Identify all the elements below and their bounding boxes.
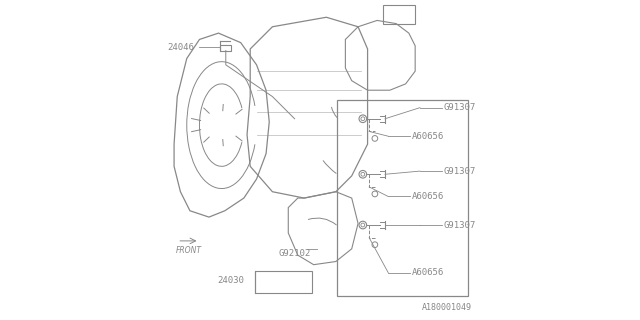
Text: A60656: A60656: [412, 132, 444, 141]
Text: G91307: G91307: [443, 167, 476, 176]
Text: 24046: 24046: [168, 43, 195, 52]
Text: A60656: A60656: [412, 268, 444, 277]
Text: A180001049: A180001049: [422, 303, 472, 312]
Text: G91307: G91307: [443, 220, 476, 229]
Bar: [255, 271, 312, 293]
Text: G92102: G92102: [278, 249, 311, 258]
Text: 24030: 24030: [217, 276, 244, 285]
Text: FRONT: FRONT: [175, 246, 202, 255]
Text: G91307: G91307: [443, 103, 476, 112]
Bar: [220, 45, 231, 51]
Bar: [337, 100, 467, 296]
Text: A60656: A60656: [412, 192, 444, 201]
